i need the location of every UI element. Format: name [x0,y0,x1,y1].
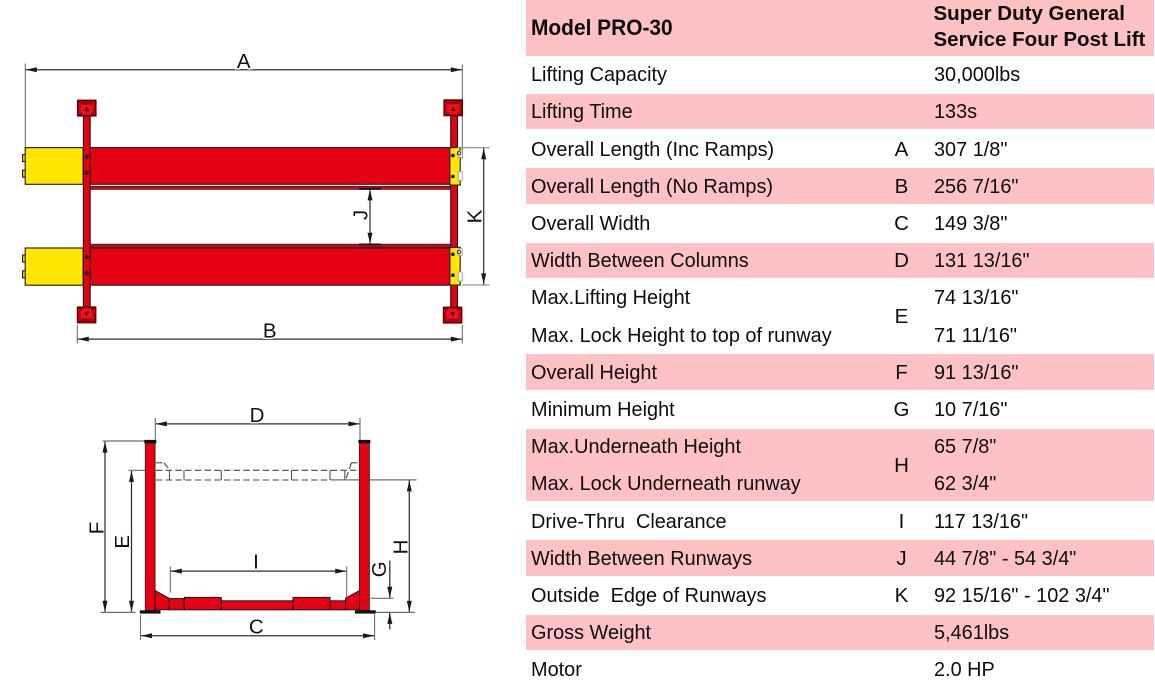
svg-text:H: H [389,540,412,555]
svg-text:D: D [250,404,265,427]
svg-text:A: A [237,50,251,73]
svg-text:I: I [253,550,259,573]
svg-text:J: J [350,210,373,220]
svg-text:F: F [85,522,108,535]
svg-text:G: G [368,561,391,577]
svg-text:K: K [464,209,487,223]
svg-text:E: E [111,535,134,549]
svg-text:C: C [249,615,264,638]
svg-text:B: B [263,319,277,342]
